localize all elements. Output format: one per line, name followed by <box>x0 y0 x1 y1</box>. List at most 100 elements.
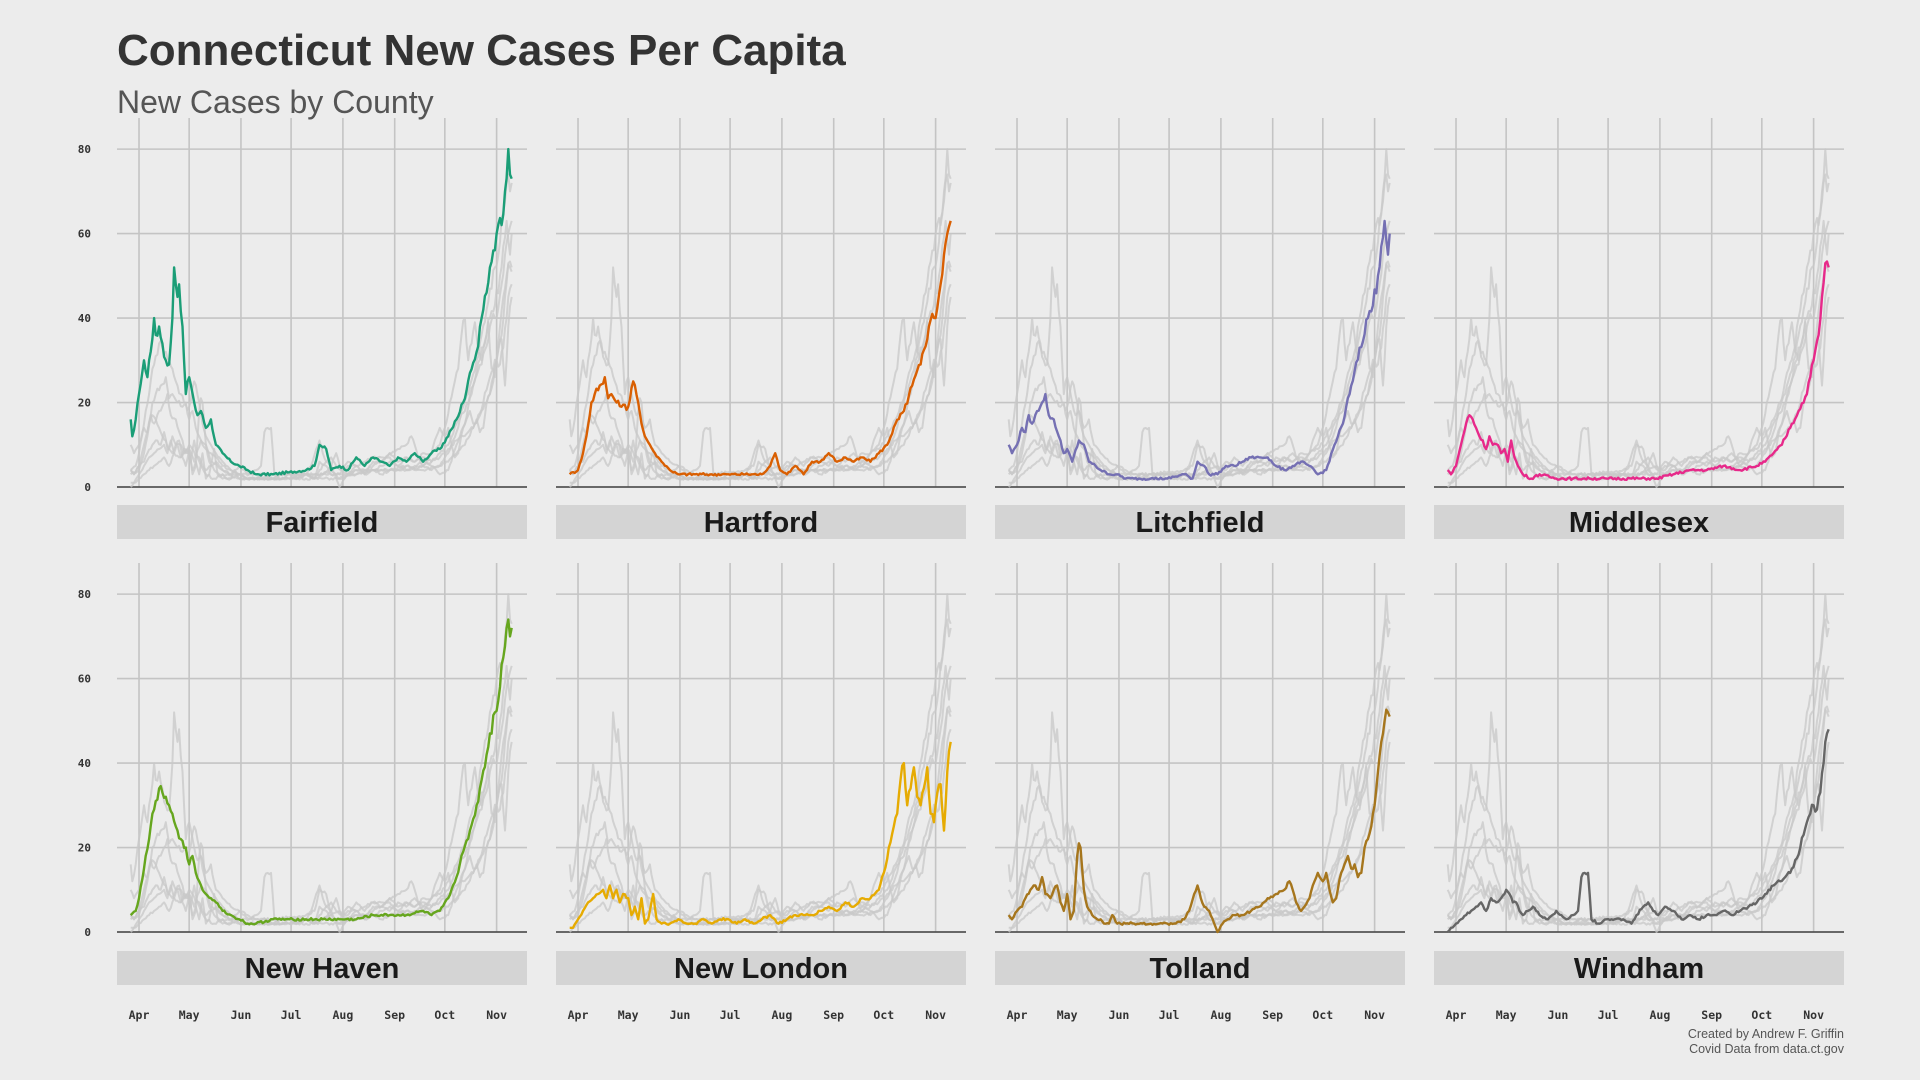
x-tick-label: May <box>618 1008 639 1022</box>
x-tick-label: Jul <box>720 1008 741 1022</box>
background-series-line <box>1007 260 1391 481</box>
background-series-line <box>1007 728 1391 933</box>
x-tick-label: Apr <box>1446 1008 1467 1022</box>
facet-strip-label: New Haven <box>245 953 400 985</box>
x-tick-label: May <box>179 1008 200 1022</box>
facet-strip <box>1434 951 1844 985</box>
x-tick-label: Nov <box>486 1008 507 1022</box>
background-series-line <box>1007 705 1391 926</box>
background-series-line <box>568 728 952 933</box>
facet-strip-label: New London <box>674 953 848 985</box>
x-tick-label: Oct <box>1751 1008 1772 1022</box>
x-tick-label: Aug <box>1210 1008 1231 1022</box>
background-series-line <box>130 741 513 929</box>
facet-strip-label: Middlesex <box>1569 507 1709 539</box>
background-series-line <box>1447 296 1830 484</box>
background-series-line <box>1446 173 1830 481</box>
background-series-line <box>129 664 513 926</box>
facet-strip <box>995 505 1405 539</box>
background-series-line <box>1447 741 1830 929</box>
facet-strip-label: Hartford <box>704 507 818 539</box>
background-series-line <box>129 260 513 481</box>
background-series-line <box>568 708 952 933</box>
x-tick-label: Nov <box>925 1008 946 1022</box>
panel-litchfield: Litchfield <box>995 118 1405 539</box>
y-tick-label: 40 <box>78 757 91 770</box>
series-line-litchfield <box>1007 219 1391 481</box>
x-tick-label: Apr <box>129 1008 150 1022</box>
background-series-line <box>129 263 513 488</box>
x-tick-label: May <box>1057 1008 1078 1022</box>
background-series-line <box>568 260 952 481</box>
background-series-line <box>1446 283 1830 488</box>
y-tick-label: 20 <box>78 397 91 410</box>
facet-strip <box>556 505 966 539</box>
y-tick-label: 40 <box>78 312 91 325</box>
background-series-line <box>129 283 513 488</box>
background-series-line <box>568 664 952 926</box>
x-tick-label: Jun <box>1548 1008 1569 1022</box>
facet-strip <box>117 505 527 539</box>
series-line-tolland <box>1007 708 1391 934</box>
background-series-line <box>1446 705 1830 926</box>
x-tick-label: Apr <box>1007 1008 1028 1022</box>
background-series-line <box>129 219 513 481</box>
background-series-line <box>1007 664 1391 926</box>
background-series-line <box>568 705 952 926</box>
x-tick-label: Jul <box>281 1008 302 1022</box>
background-series-line <box>569 296 952 484</box>
background-series-line <box>1446 664 1830 926</box>
y-tick-label: 0 <box>84 481 91 494</box>
y-tick-label: 80 <box>78 143 91 156</box>
panel-middlesex: Middlesex <box>1434 118 1844 539</box>
series-line-new-london <box>569 741 952 929</box>
y-tick-label: 20 <box>78 842 91 855</box>
series-line-fairfield <box>129 147 513 477</box>
background-series-line <box>129 728 513 933</box>
y-tick-label: 60 <box>78 673 91 686</box>
background-series-line <box>568 618 952 926</box>
x-tick-label: Jul <box>1159 1008 1180 1022</box>
facet-strip-label: Fairfield <box>266 507 379 539</box>
series-line-hartford <box>568 220 952 477</box>
facet-strip <box>1434 505 1844 539</box>
facet-strip <box>995 951 1405 985</box>
x-tick-label: Oct <box>434 1008 455 1022</box>
x-tick-label: Oct <box>1312 1008 1333 1022</box>
x-tick-label: Aug <box>771 1008 792 1022</box>
background-series-line <box>1007 173 1391 481</box>
background-series-line <box>1446 219 1830 481</box>
background-series-line <box>1007 283 1391 488</box>
background-series-line <box>568 263 952 488</box>
background-series-line <box>129 708 513 933</box>
y-tick-label: 80 <box>78 588 91 601</box>
background-series-line <box>568 219 952 481</box>
caption-author: Created by Andrew F. Griffin <box>1687 1027 1844 1041</box>
panel-tolland: Tolland Apr May Jun Jul Aug Sep Oct Nov <box>995 563 1405 1022</box>
chart-caption: Created by Andrew F. Griffin Covid Data … <box>1688 1027 1844 1057</box>
facet-strip-label: Tolland <box>1150 953 1251 985</box>
x-tick-label: Sep <box>823 1008 844 1022</box>
x-tick-label: Jun <box>670 1008 691 1022</box>
background-series-line <box>1446 618 1830 926</box>
background-series-line <box>129 173 513 481</box>
facet-strip-label: Windham <box>1574 953 1704 985</box>
background-series-line <box>1007 618 1391 926</box>
x-tick-label: Nov <box>1803 1008 1824 1022</box>
background-series-line <box>568 283 952 488</box>
x-tick-label: Oct <box>873 1008 894 1022</box>
series-line-middlesex <box>1446 260 1830 481</box>
facet-strip-label: Litchfield <box>1136 507 1265 539</box>
panel-hartford: Hartford <box>556 118 966 539</box>
x-tick-label: Nov <box>1364 1008 1385 1022</box>
background-series-line <box>568 173 952 481</box>
background-series-line <box>129 705 513 926</box>
y-tick-label: 0 <box>84 926 91 939</box>
chart-subtitle: New Cases by County <box>117 84 434 120</box>
x-tick-label: Aug <box>332 1008 353 1022</box>
x-tick-label: May <box>1496 1008 1517 1022</box>
x-tick-label: Sep <box>1262 1008 1283 1022</box>
background-series-line <box>130 296 513 484</box>
x-tick-label: Apr <box>568 1008 589 1022</box>
